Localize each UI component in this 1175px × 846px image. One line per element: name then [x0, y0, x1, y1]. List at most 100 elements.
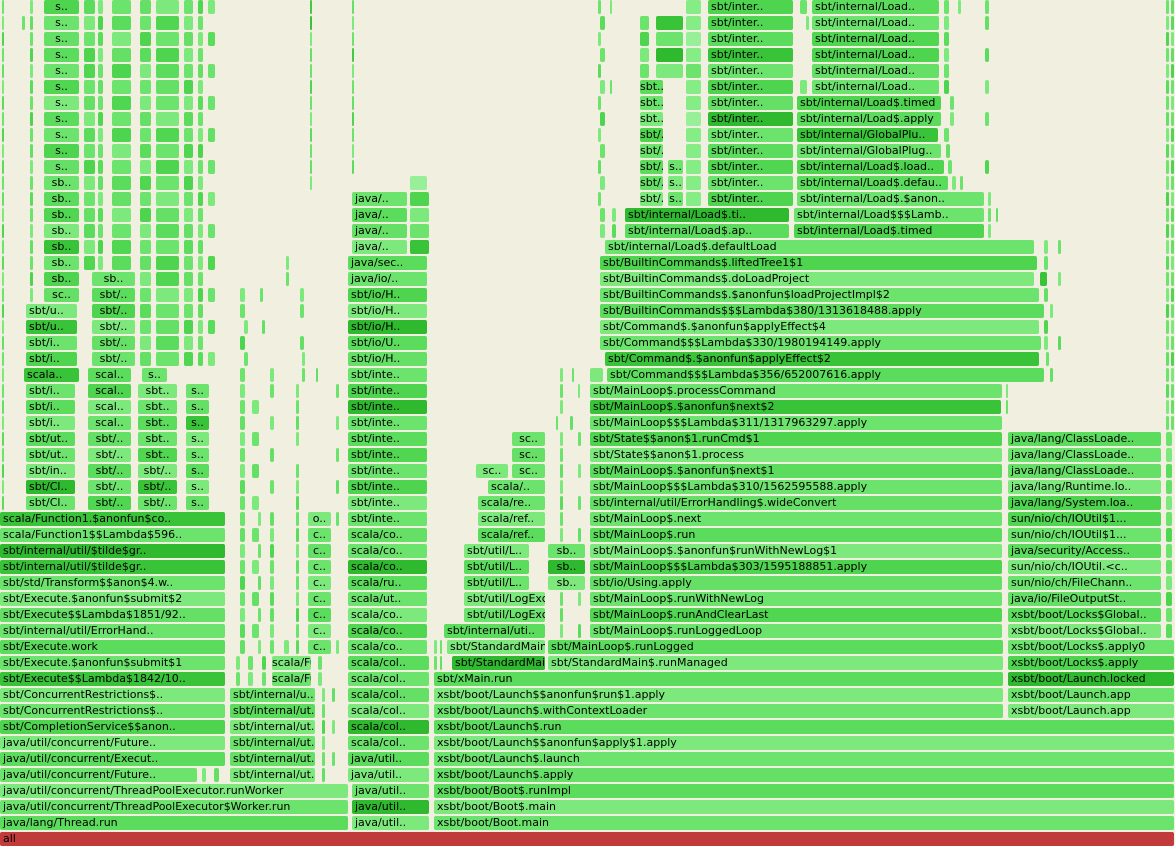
frame-sliver[interactable] — [30, 272, 33, 286]
frame-sliver[interactable] — [270, 640, 274, 654]
frame[interactable]: java/.. — [352, 224, 407, 238]
frame-sliver[interactable] — [184, 272, 193, 286]
frame[interactable]: xsbt/boot/Launch$.apply — [434, 768, 1174, 782]
frame[interactable]: c.. — [308, 576, 331, 590]
frame-sliver[interactable] — [2, 384, 4, 398]
frame[interactable]: sbt/.. — [640, 144, 663, 158]
frame-sliver[interactable] — [30, 128, 33, 142]
frame-sliver[interactable] — [988, 192, 991, 206]
frame-sliver[interactable] — [112, 96, 131, 110]
frame-sliver[interactable] — [1166, 560, 1172, 574]
frame[interactable]: sbt/.. — [640, 160, 663, 174]
frame-sliver[interactable] — [948, 160, 952, 174]
frame[interactable]: s.. — [186, 464, 209, 478]
frame-sliver[interactable] — [198, 96, 203, 110]
frame-sliver[interactable] — [322, 752, 325, 766]
frame-sliver[interactable] — [156, 336, 179, 350]
frame[interactable]: sbt/.. — [92, 288, 135, 302]
frame-sliver[interactable] — [98, 240, 103, 254]
frame-sliver[interactable] — [240, 336, 245, 350]
frame[interactable]: sbt/internal/Load$.ti.. — [625, 208, 789, 222]
frame-sliver[interactable] — [600, 48, 605, 62]
frame-sliver[interactable] — [352, 80, 354, 94]
frame-sliver[interactable] — [1166, 64, 1169, 78]
frame-sliver[interactable] — [112, 160, 131, 174]
frame-sliver[interactable] — [434, 656, 437, 670]
frame-sliver[interactable] — [600, 208, 605, 222]
frame[interactable]: sbt/Execute.$anonfun$submit$1 — [0, 656, 225, 670]
frame-sliver[interactable] — [240, 464, 245, 478]
frame[interactable]: xsbt/boot/Boot$.runImpl — [434, 784, 1174, 798]
frame-sliver[interactable] — [112, 112, 131, 126]
frame-sliver[interactable] — [198, 352, 203, 366]
frame-sliver[interactable] — [140, 272, 151, 286]
frame-sliver[interactable] — [944, 80, 949, 94]
frame[interactable]: scala/re.. — [478, 496, 545, 510]
frame-sliver[interactable] — [240, 592, 245, 606]
frame-sliver[interactable] — [270, 576, 274, 590]
frame-sliver[interactable] — [985, 112, 989, 126]
frame[interactable]: scala/ut.. — [348, 592, 427, 606]
frame-sliver[interactable] — [310, 144, 312, 158]
frame-all-root[interactable]: all — [0, 832, 1174, 846]
frame-sliver[interactable] — [1046, 352, 1049, 366]
frame-sliver[interactable] — [985, 16, 989, 30]
frame-sliver[interactable] — [296, 480, 299, 494]
frame-sliver[interactable] — [800, 0, 807, 14]
frame[interactable]: sbt/inte.. — [348, 416, 427, 430]
frame-sliver[interactable] — [240, 528, 245, 542]
frame-sliver[interactable] — [1166, 320, 1169, 334]
frame-sliver[interactable] — [30, 224, 33, 238]
frame-sliver[interactable] — [410, 208, 429, 222]
frame-sliver[interactable] — [598, 128, 601, 142]
frame[interactable]: sbt.. — [138, 432, 177, 446]
frame[interactable]: sb.. — [92, 272, 135, 286]
frame[interactable]: sbt/internal/Load$$$Lamb.. — [794, 208, 984, 222]
frame-sliver[interactable] — [252, 528, 259, 542]
frame[interactable]: sbt/internal/Load$.defaultLoad — [605, 240, 1034, 254]
frame-sliver[interactable] — [84, 112, 95, 126]
frame-sliver[interactable] — [252, 432, 259, 446]
frame[interactable]: sbt/Command$.$anonfun$applyEffect$2 — [605, 352, 1039, 366]
frame-sliver[interactable] — [352, 112, 354, 126]
frame-sliver[interactable] — [578, 624, 581, 638]
frame[interactable]: sbt/.. — [640, 192, 663, 206]
frame-sliver[interactable] — [184, 336, 193, 350]
frame-sliver[interactable] — [1040, 272, 1047, 286]
frame-sliver[interactable] — [2, 112, 4, 126]
frame-sliver[interactable] — [240, 448, 245, 462]
frame[interactable]: sbt/util/L.. — [464, 576, 529, 590]
frame-sliver[interactable] — [1044, 288, 1048, 302]
frame-sliver[interactable] — [198, 160, 203, 174]
frame-sliver[interactable] — [2, 464, 4, 478]
frame[interactable]: sbt/StandardMain.. — [447, 640, 545, 654]
frame-sliver[interactable] — [98, 176, 103, 190]
frame-sliver[interactable] — [270, 560, 274, 574]
frame-sliver[interactable] — [598, 32, 601, 46]
frame-sliver[interactable] — [310, 80, 312, 94]
frame-sliver[interactable] — [410, 176, 427, 190]
frame[interactable]: scala/ref.. — [478, 528, 545, 542]
frame-sliver[interactable] — [184, 240, 193, 254]
frame[interactable]: s.. — [668, 192, 683, 206]
frame[interactable]: sbt/MainLoop$.runWithNewLog — [590, 592, 1002, 606]
frame[interactable]: c.. — [308, 528, 331, 542]
frame-sliver[interactable] — [156, 48, 179, 62]
frame[interactable]: s.. — [186, 384, 209, 398]
frame-sliver[interactable] — [1166, 272, 1169, 286]
frame[interactable]: xsbt/boot/Locks$.apply — [1008, 656, 1174, 670]
frame[interactable]: java/.. — [352, 240, 407, 254]
frame-sliver[interactable] — [434, 640, 437, 654]
frame-sliver[interactable] — [598, 192, 601, 206]
frame-sliver[interactable] — [2, 432, 4, 446]
frame-sliver[interactable] — [686, 48, 701, 62]
frame[interactable]: s.. — [44, 80, 79, 94]
frame[interactable]: xsbt/boot/Boot$.main — [434, 800, 1174, 814]
frame[interactable]: sbt/inte.. — [348, 464, 427, 478]
frame[interactable]: scala/col.. — [348, 704, 429, 718]
frame[interactable]: sbt/internal/ut.. — [230, 768, 315, 782]
frame-sliver[interactable] — [184, 96, 193, 110]
frame-sliver[interactable] — [1166, 496, 1172, 510]
frame-sliver[interactable] — [318, 656, 322, 670]
frame[interactable]: sb.. — [44, 224, 79, 238]
